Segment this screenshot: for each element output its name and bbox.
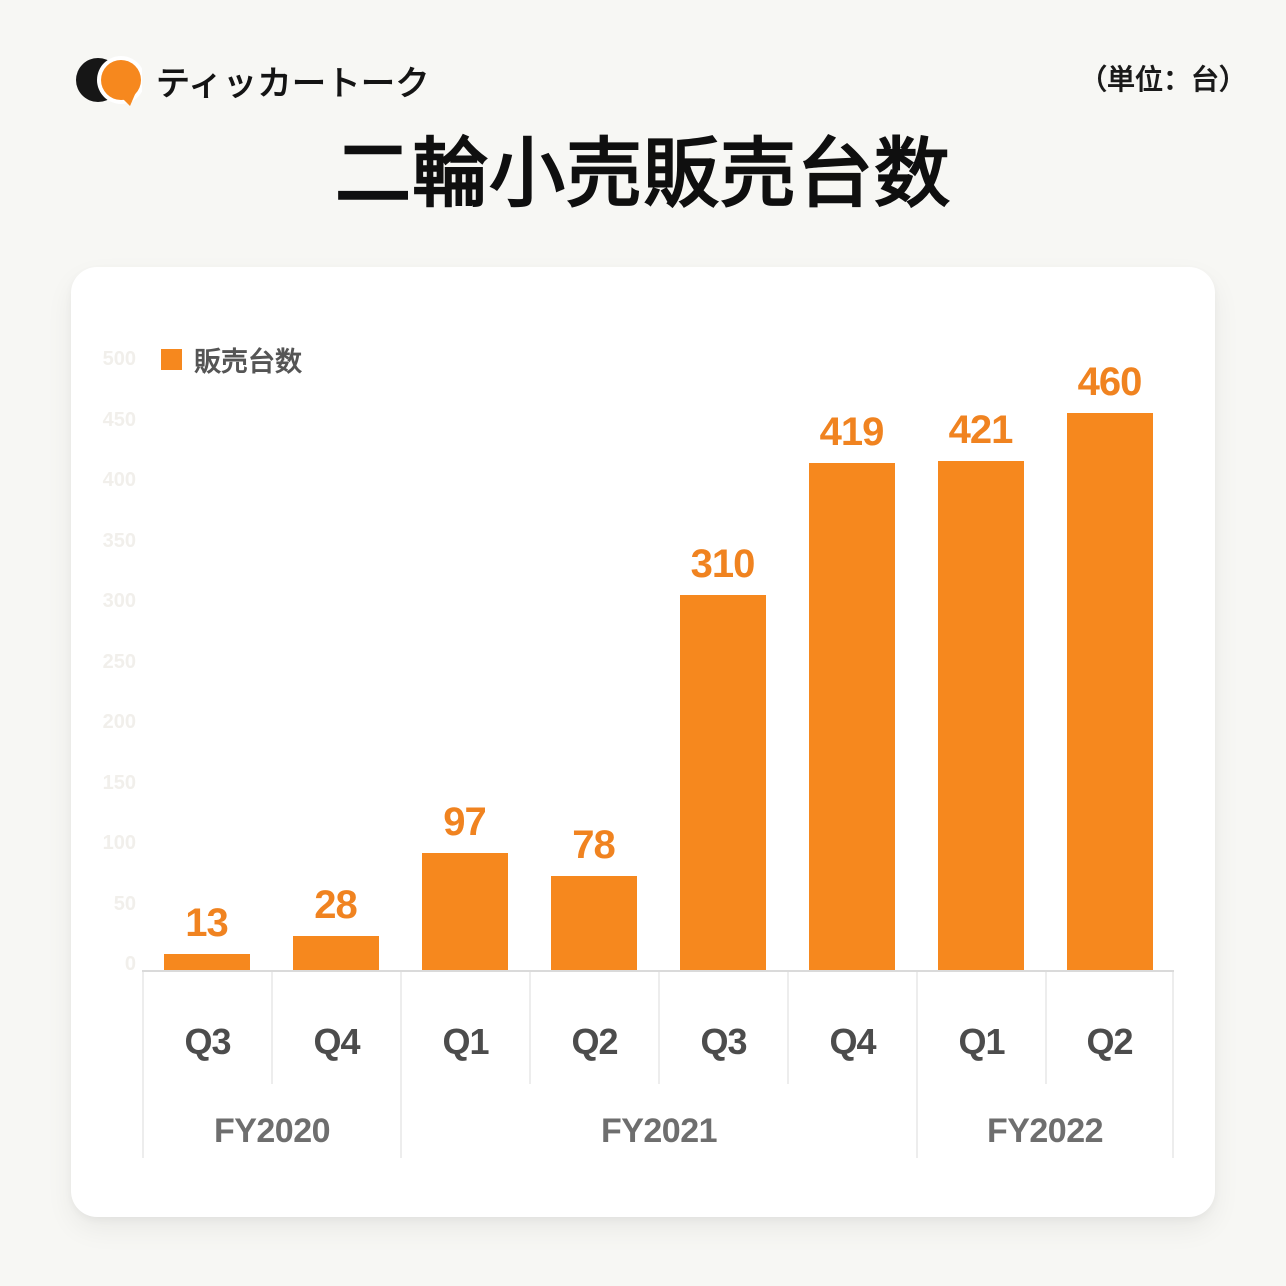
bar: [937, 461, 1024, 970]
quarter-label: Q2: [1086, 1021, 1133, 1062]
fiscal-year-cell: FY2020: [142, 1084, 400, 1158]
bar: [550, 876, 637, 970]
fiscal-year-cell: FY2021: [400, 1084, 916, 1158]
quarter-label: Q4: [829, 1021, 876, 1062]
bar-value-label: 13: [185, 901, 229, 945]
logo-orange-bubble: [101, 60, 141, 100]
quarter-label: Q4: [313, 1021, 360, 1062]
chart-title: 二輪小売販売台数: [335, 132, 951, 217]
y-tick-label: 0: [124, 953, 136, 975]
quarter-label: Q1: [442, 1021, 489, 1062]
fiscal-year-label: FY2022: [986, 1111, 1104, 1150]
brand-logo: ティッカートーク: [74, 54, 430, 106]
quarter-cell: Q2: [529, 972, 658, 1084]
bar-value-label: 419: [819, 410, 885, 454]
y-tick-label: 500: [102, 348, 136, 370]
quarter-row: Q3 Q4 Q1 Q2 Q3 Q4 Q1 Q2: [142, 972, 1174, 1084]
quarter-cell: Q2: [1045, 972, 1174, 1084]
y-tick-label: 450: [102, 408, 136, 431]
y-tick-label: 100: [102, 832, 136, 854]
brand-logo-icon: [76, 56, 142, 106]
quarter-label: Q2: [571, 1021, 618, 1062]
quarter-label: Q3: [700, 1021, 747, 1062]
fiscal-year-cell: FY2022: [916, 1084, 1174, 1158]
quarter-cell: Q1: [400, 972, 529, 1084]
bar-value-label: 97: [443, 800, 487, 844]
fiscal-year-row: FY2020 FY2021 FY2022: [142, 1084, 1174, 1158]
quarter-cell: Q3: [142, 972, 271, 1084]
quarter-cell: Q3: [658, 972, 787, 1084]
bar-value-label: 78: [572, 823, 616, 867]
y-tick-label: 350: [102, 529, 136, 552]
bar: [421, 853, 508, 970]
bar: [1066, 413, 1153, 970]
y-tick-label: 50: [113, 892, 136, 915]
bar: [808, 463, 895, 970]
y-tick-label: 300: [102, 590, 136, 612]
plot-area: 0 50 100 150 200 250 300 350 400 450 500 13 28 97 78 31…: [71, 267, 1215, 1217]
brand-logo-text: ティッカートーク: [156, 64, 430, 103]
bar: [679, 595, 766, 970]
legend: 販売台数: [161, 345, 302, 377]
legend-label: 販売台数: [194, 346, 302, 377]
y-tick-label: 200: [102, 711, 136, 733]
quarter-label: Q3: [184, 1021, 231, 1062]
unit-label: （単位：台）: [1078, 64, 1247, 95]
header: ティッカートーク （単位：台）: [0, 0, 1286, 110]
quarter-label: Q1: [958, 1021, 1005, 1062]
fiscal-year-label: FY2021: [600, 1111, 718, 1150]
chart-card: 販売台数 0 50 100 150 200 250 300 350 400 450 500 13 28 9…: [71, 267, 1215, 1217]
quarter-cell: Q4: [787, 972, 916, 1084]
quarter-cell: Q4: [271, 972, 400, 1084]
bar-value-label: 421: [948, 408, 1014, 452]
bar-value-label: 28: [314, 883, 358, 927]
x-axis-baseline: [142, 970, 1174, 972]
bar: [292, 936, 379, 970]
y-tick-label: 400: [102, 469, 136, 491]
bar-value-label: 310: [690, 542, 756, 586]
legend-swatch: [161, 348, 182, 370]
quarter-cell: Q1: [916, 972, 1045, 1084]
bar: [163, 954, 250, 970]
fiscal-year-label: FY2020: [213, 1111, 331, 1150]
y-tick-label: 150: [102, 771, 136, 794]
y-tick-label: 250: [102, 650, 136, 673]
bar-value-label: 460: [1077, 360, 1143, 404]
